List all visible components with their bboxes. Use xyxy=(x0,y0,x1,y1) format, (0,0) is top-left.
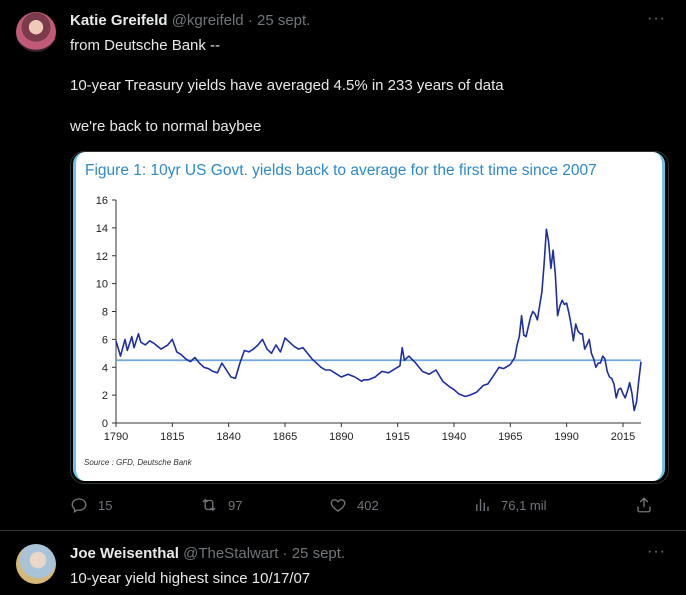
y-tick-label: 6 xyxy=(102,334,108,346)
tweet-header: Katie Greifeld @kgreifeld · 25 sept. xyxy=(70,12,310,29)
tweet-header: Joe Weisenthal @TheStalwart · 25 sept. xyxy=(70,545,345,562)
more-options-icon[interactable]: ··· xyxy=(647,543,666,560)
y-tick-label: 12 xyxy=(96,251,108,263)
tweet-text-line: 10-year yield highest since 10/17/07 xyxy=(70,570,311,587)
retweet-button[interactable]: 97 xyxy=(200,496,242,514)
share-icon xyxy=(637,497,651,513)
x-tick-label: 1840 xyxy=(216,431,240,443)
x-tick-label: 2015 xyxy=(611,431,635,443)
avatar[interactable] xyxy=(16,544,56,584)
separator-dot: · xyxy=(282,545,288,562)
x-tick-label: 1890 xyxy=(329,431,353,443)
reply-icon xyxy=(71,498,87,513)
y-tick-label: 0 xyxy=(102,418,108,430)
y-tick-label: 8 xyxy=(102,307,108,319)
separator-dot: · xyxy=(247,12,253,29)
tweet-text-line: 10-year Treasury yields have averaged 4.… xyxy=(70,77,504,94)
more-options-icon[interactable]: ··· xyxy=(647,10,666,27)
tweet-actions: 15 97 402 76,1 mil xyxy=(70,496,670,518)
tweet-joe-weisenthal[interactable]: Joe Weisenthal @TheStalwart · 25 sept. ·… xyxy=(0,531,686,595)
tweet-text-line: from Deutsche Bank -- xyxy=(70,37,221,54)
y-tick-label: 10 xyxy=(96,279,108,291)
x-tick-label: 1865 xyxy=(273,431,297,443)
x-tick-label: 1940 xyxy=(442,431,466,443)
views-count: 76,1 mil xyxy=(501,497,547,513)
author-handle[interactable]: @kgreifeld xyxy=(171,12,244,29)
y-tick-label: 14 xyxy=(96,223,108,235)
like-button[interactable]: 402 xyxy=(329,496,379,514)
author-name[interactable]: Katie Greifeld xyxy=(70,12,168,29)
x-tick-label: 1790 xyxy=(104,431,128,443)
chart-source: Source : GFD, Deutsche Bank xyxy=(84,458,192,467)
retweet-icon xyxy=(202,498,216,512)
like-count: 402 xyxy=(357,497,379,513)
heart-icon xyxy=(330,499,346,512)
x-tick-label: 1965 xyxy=(498,431,522,443)
share-button[interactable] xyxy=(635,496,653,514)
yield-series-line xyxy=(115,228,642,412)
views-chart-icon xyxy=(476,499,489,511)
y-tick-label: 16 xyxy=(96,195,108,207)
x-tick-label: 1815 xyxy=(160,431,184,443)
retweet-count: 97 xyxy=(228,497,243,513)
x-tick-label: 1990 xyxy=(554,431,578,443)
chart-title: Figure 1: 10yr US Govt. yields back to a… xyxy=(85,162,597,179)
y-tick-label: 2 xyxy=(102,390,108,402)
avatar[interactable] xyxy=(16,12,56,52)
author-handle[interactable]: @TheStalwart xyxy=(183,545,279,562)
chart-image: Figure 1: 10yr US Govt. yields back to a… xyxy=(73,152,665,481)
y-tick-label: 4 xyxy=(102,362,108,374)
tweet-katie-greifeld[interactable]: Katie Greifeld @kgreifeld · 25 sept. ···… xyxy=(0,0,686,531)
author-name[interactable]: Joe Weisenthal xyxy=(70,545,179,562)
tweet-date[interactable]: 25 sept. xyxy=(291,545,346,562)
views-button[interactable]: 76,1 mil xyxy=(473,496,547,514)
tweet-date[interactable]: 25 sept. xyxy=(256,12,311,29)
x-tick-label: 1915 xyxy=(385,431,409,443)
tweet-media-card[interactable]: Figure 1: 10yr US Govt. yields back to a… xyxy=(70,151,669,484)
tweet-text-line: we're back to normal baybee xyxy=(70,118,262,135)
reply-count: 15 xyxy=(98,497,113,513)
reply-button[interactable]: 15 xyxy=(70,496,112,514)
yield-line-chart: 0 2 4 6 8 10 12 14 16 1790 1815 1840 1865 1890 1915 194… xyxy=(96,195,642,443)
